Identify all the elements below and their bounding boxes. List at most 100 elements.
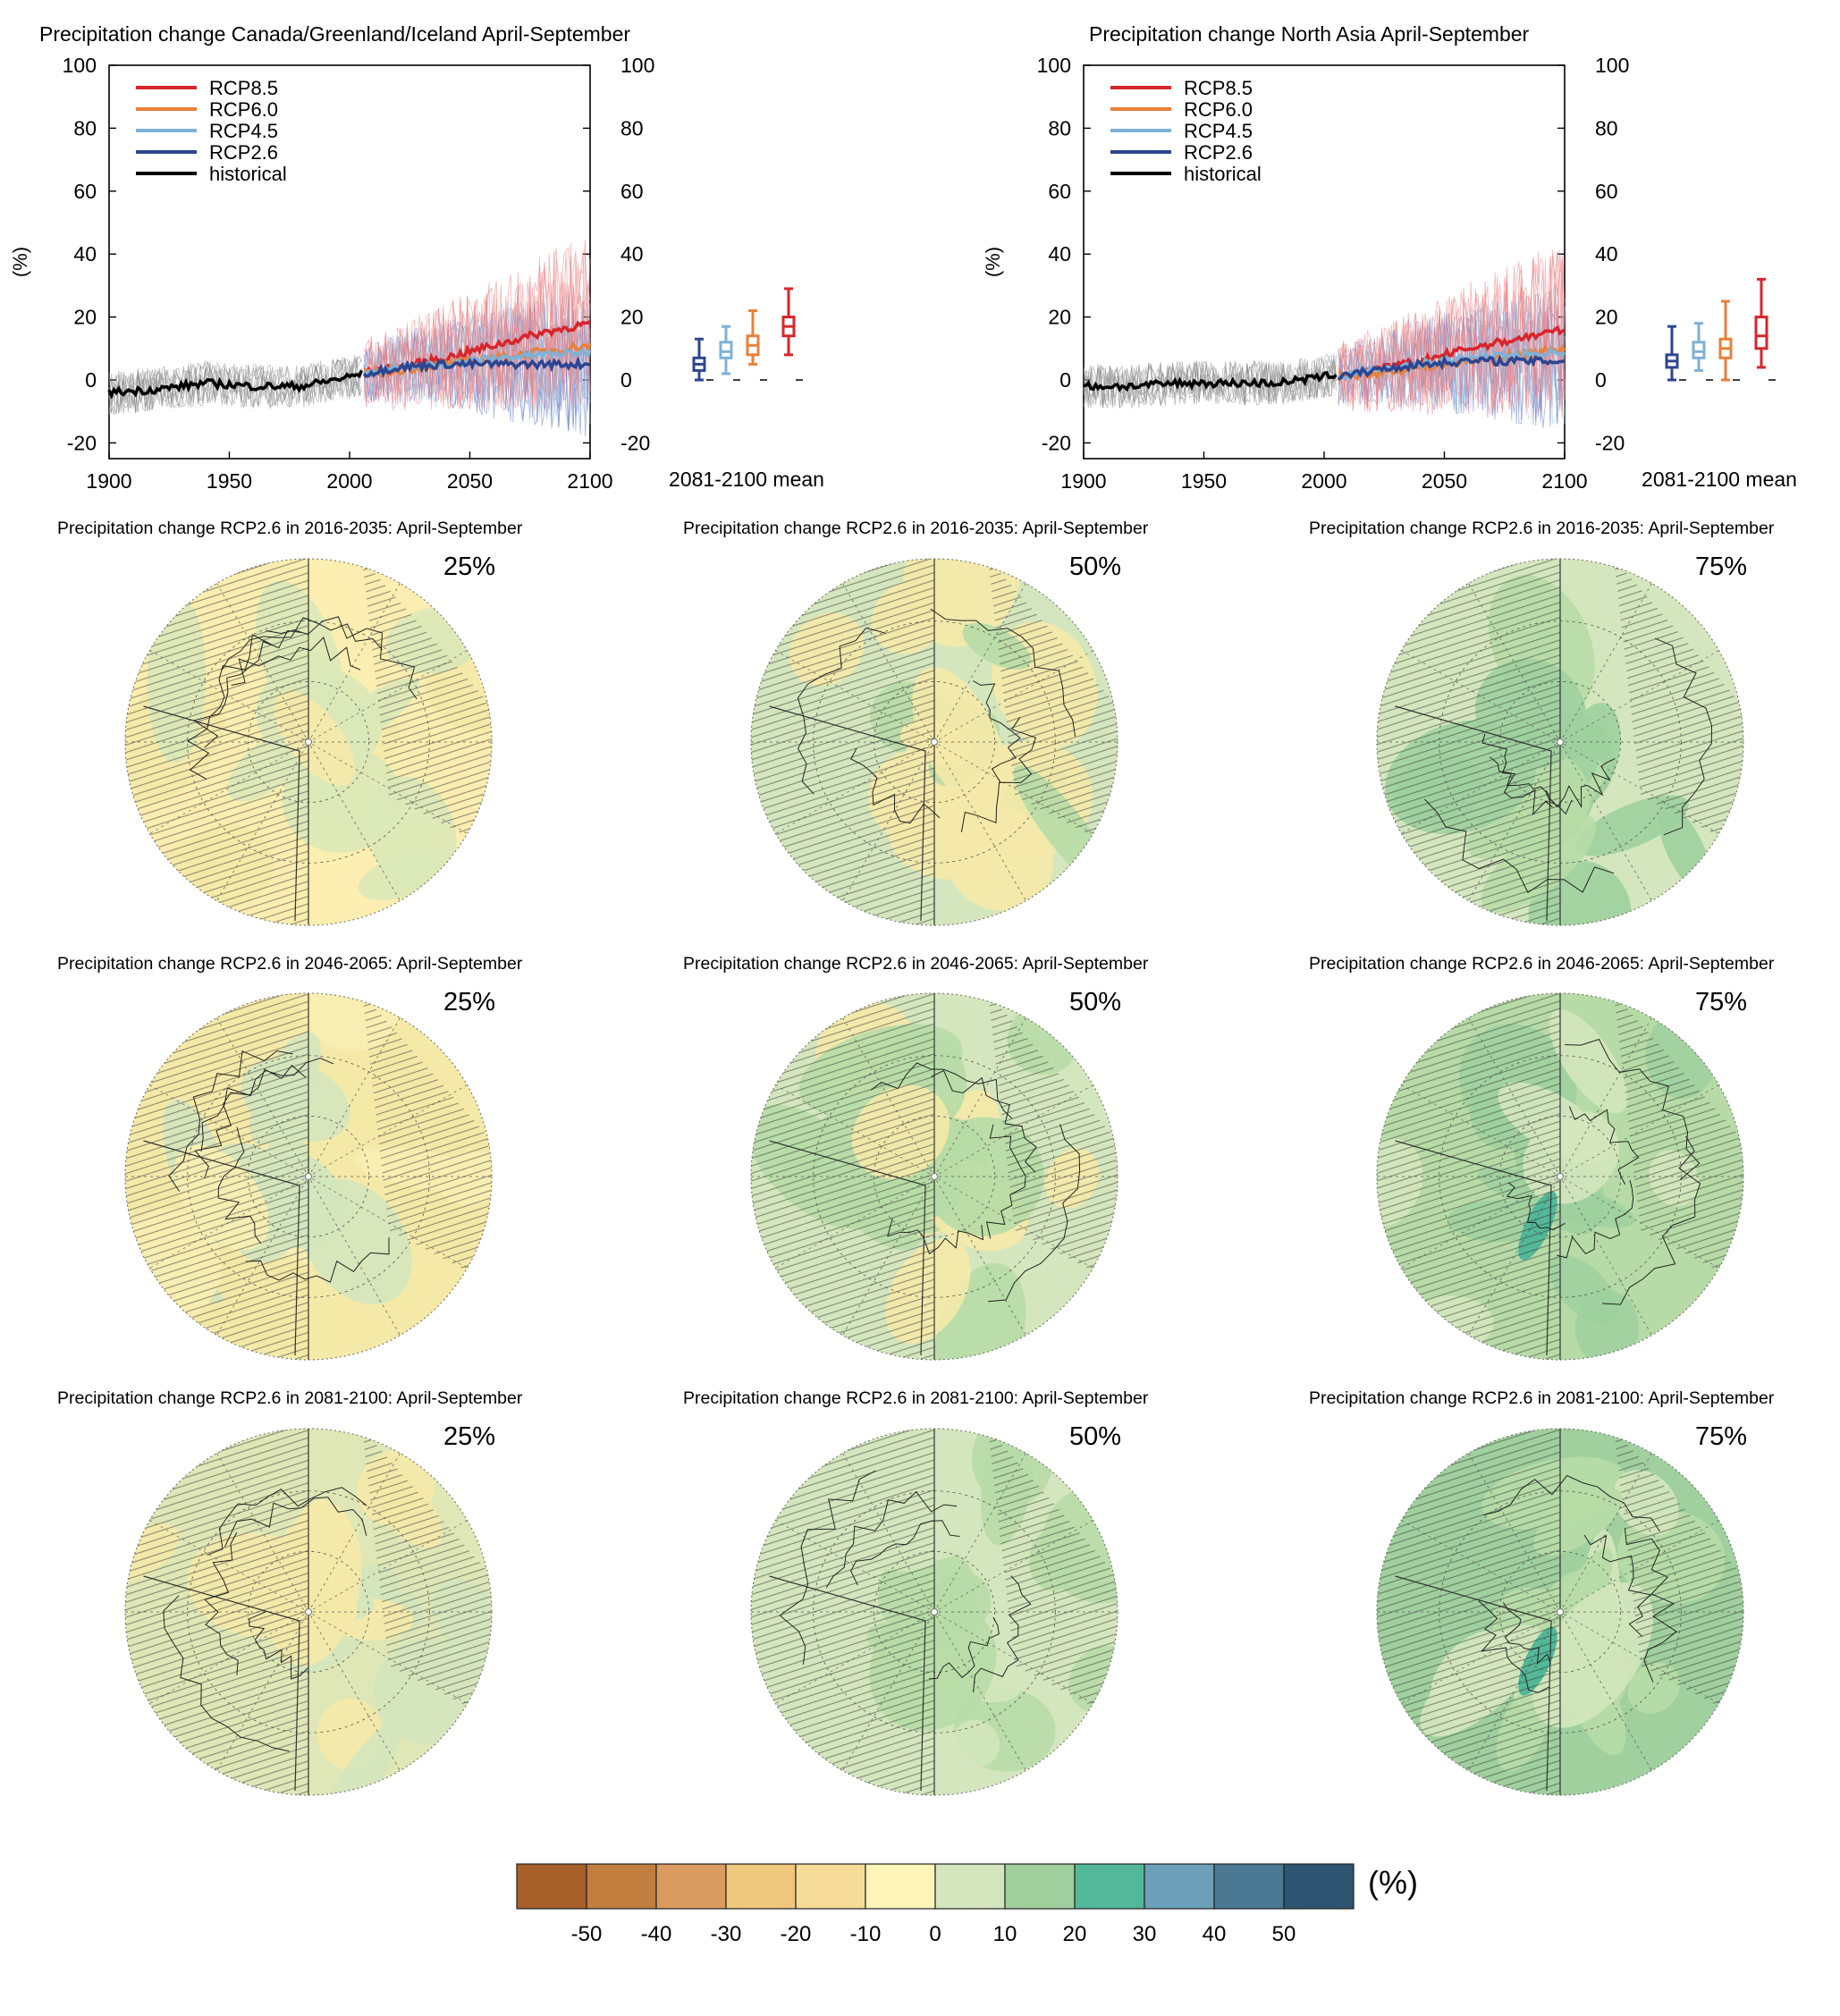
colorbar-tick-label: 0 bbox=[929, 1922, 941, 1946]
colorbar: (%) -50 -40 -30 -20 -10 0 10 20 30 40 50 bbox=[516, 1863, 1418, 1946]
colorbar-tick-label: -30 bbox=[711, 1922, 742, 1946]
x-tick-label: 2050 bbox=[1422, 469, 1467, 493]
mean-line-rcp26 bbox=[362, 356, 591, 378]
coastline bbox=[187, 616, 418, 780]
map-border bbox=[1376, 1428, 1744, 1796]
colorbar-tick-label: 10 bbox=[993, 1922, 1017, 1946]
map-percentile: 75% bbox=[1695, 1422, 1747, 1451]
y-tick-label-right: 0 bbox=[1595, 368, 1607, 392]
y-tick-label-right: 80 bbox=[1595, 116, 1618, 139]
map-percentile: 25% bbox=[443, 988, 495, 1016]
coastline bbox=[870, 1062, 1081, 1303]
region-boundary bbox=[143, 1575, 300, 1792]
y-tick-label-right: 0 bbox=[620, 368, 632, 392]
map-title: Precipitation change RCP2.6 in 2046-2065… bbox=[1309, 954, 1775, 974]
timeseries-panel-north-asia: Precipitation change North Asia April-Se… bbox=[982, 22, 1797, 493]
map-percentile: 50% bbox=[1069, 553, 1121, 581]
region-boundary bbox=[1395, 1140, 1552, 1356]
pole-marker bbox=[1557, 1608, 1564, 1615]
model-ensemble-lines bbox=[1083, 249, 1566, 428]
map-title: Precipitation change RCP2.6 in 2046-2065… bbox=[57, 954, 523, 974]
pole-marker bbox=[931, 1173, 938, 1180]
significance-hatching bbox=[362, 559, 492, 849]
colorbar-tick-label: -50 bbox=[571, 1922, 603, 1946]
mean-line-rcp26 bbox=[1338, 354, 1566, 381]
boxplot-rcp45 bbox=[1692, 322, 1713, 381]
colorbar-tick-label: 20 bbox=[1063, 1922, 1087, 1946]
colorbar-tick-label: 50 bbox=[1272, 1922, 1296, 1946]
map-panel: Precipitation change RCP2.6 in 2046-2065… bbox=[57, 954, 523, 1361]
coastline bbox=[797, 608, 1076, 832]
map-field-patch bbox=[1532, 1582, 1654, 1728]
map-field-patch bbox=[300, 1178, 412, 1304]
map-title: Precipitation change RCP2.6 in 2081-2100… bbox=[1309, 1388, 1775, 1408]
y-tick-label: 0 bbox=[1059, 368, 1071, 392]
map-title: Precipitation change RCP2.6 in 2081-2100… bbox=[57, 1388, 523, 1408]
map-panel: Precipitation change RCP2.6 in 2081-2100… bbox=[1309, 1388, 1775, 1796]
box bbox=[1754, 316, 1768, 350]
boxplot-rcp60 bbox=[1718, 299, 1740, 382]
boxplot-rcp26 bbox=[1665, 325, 1686, 382]
boxplot-label: 2081-2100 mean bbox=[1642, 468, 1797, 491]
region-boundary bbox=[1395, 1575, 1552, 1792]
map-grid: Precipitation change RCP2.6 in 2016-2035… bbox=[57, 519, 1775, 1796]
mean-line-historical bbox=[107, 369, 364, 400]
map-title: Precipitation change RCP2.6 in 2081-2100… bbox=[683, 1388, 1149, 1408]
y-tick-label-right: 20 bbox=[620, 306, 644, 329]
y-tick-label-right: 60 bbox=[1595, 180, 1618, 203]
colorbar-bin bbox=[1144, 1863, 1215, 1910]
boxplot-rcp26 bbox=[692, 337, 713, 382]
map-title: Precipitation change RCP2.6 in 2016-2035… bbox=[1309, 519, 1775, 538]
map-border bbox=[1376, 992, 1744, 1361]
y-tick-label: 40 bbox=[73, 242, 97, 266]
boxplots bbox=[1665, 277, 1776, 382]
map-percentile: 50% bbox=[1069, 1422, 1121, 1451]
y-axis: 100 100 80 80 60 60 40 40 20 20 0 0 -20 -20 bbox=[63, 54, 655, 454]
coastline bbox=[1478, 1474, 1677, 1693]
y-tick-label: 60 bbox=[73, 180, 97, 203]
y-tick-label: -20 bbox=[1042, 431, 1071, 454]
chart-title: Precipitation change North Asia April-Se… bbox=[1089, 22, 1530, 46]
y-tick-label: -20 bbox=[67, 431, 97, 454]
colorbar-bin bbox=[516, 1863, 587, 1910]
boxplots bbox=[692, 287, 803, 382]
model-run-line bbox=[1338, 265, 1566, 414]
y-tick-label: 100 bbox=[1037, 54, 1071, 77]
x-tick-label: 2100 bbox=[567, 469, 612, 493]
boxplot-rcp85 bbox=[781, 287, 803, 381]
significance-hatching bbox=[1377, 559, 1560, 925]
significance-hatching bbox=[1614, 559, 1743, 849]
map-border bbox=[124, 558, 493, 926]
map-border bbox=[750, 992, 1118, 1361]
y-tick-label: 20 bbox=[73, 306, 97, 329]
significance-hatching bbox=[988, 993, 1118, 1284]
x-tick-label: 1900 bbox=[1060, 469, 1106, 493]
y-tick-label-right: 40 bbox=[620, 242, 644, 266]
y-tick-label-right: 80 bbox=[620, 116, 644, 139]
map-field-patch bbox=[1549, 1009, 1628, 1114]
y-tick-label-right: 100 bbox=[1595, 54, 1629, 77]
y-tick-label: 0 bbox=[85, 368, 97, 392]
region-boundary bbox=[769, 1575, 926, 1792]
x-tick-label: 1950 bbox=[1181, 469, 1227, 493]
coastline bbox=[168, 1050, 390, 1283]
significance-hatching bbox=[362, 1429, 492, 1719]
y-tick-label-right: 60 bbox=[620, 180, 644, 203]
model-run-line bbox=[363, 253, 591, 411]
map-field-patch bbox=[1575, 795, 1689, 856]
map-panel: Precipitation change RCP2.6 in 2016-2035… bbox=[683, 519, 1149, 926]
map-field-patch bbox=[945, 806, 1054, 911]
legend-label: historical bbox=[1184, 163, 1262, 185]
y-tick-label: 100 bbox=[63, 54, 97, 77]
legend-label: RCP6.0 bbox=[209, 98, 278, 121]
x-tick-label: 2100 bbox=[1541, 469, 1587, 493]
significance-hatching bbox=[362, 993, 492, 1284]
legend-label: RCP4.5 bbox=[209, 120, 278, 142]
region-boundary bbox=[1395, 705, 1552, 922]
pole-marker bbox=[1557, 738, 1564, 746]
legend-label: RCP2.6 bbox=[209, 141, 278, 164]
colorbar-bin bbox=[586, 1863, 657, 1910]
